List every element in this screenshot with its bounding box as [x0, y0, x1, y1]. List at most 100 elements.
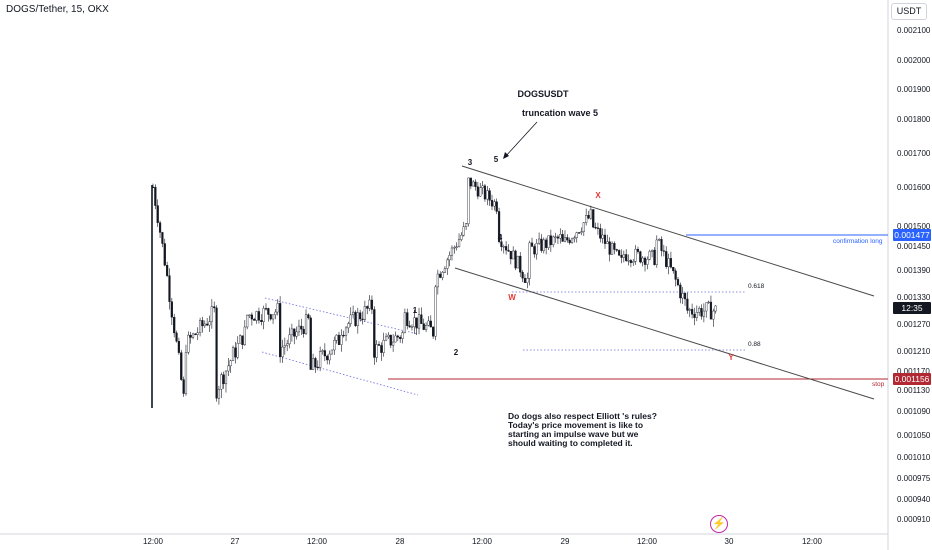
lightning-icon[interactable]: ⚡: [710, 515, 728, 533]
candle-body: [201, 320, 204, 327]
current-price-tag: 12:35: [893, 302, 931, 314]
candle-body: [674, 270, 677, 280]
candle-body: [359, 312, 362, 320]
dotted-channel-upper[interactable]: [264, 297, 419, 335]
candle-body: [695, 312, 698, 318]
stop-label: stop: [872, 381, 885, 388]
candle-body: [194, 333, 197, 335]
candle-body: [608, 241, 611, 255]
price-tick-label: 0.001900: [897, 85, 931, 94]
currency-button[interactable]: USDT: [891, 3, 927, 20]
candle-body: [526, 278, 529, 283]
time-tick-label: 12:00: [472, 537, 493, 546]
chart-title: DOGSUSDT: [517, 89, 569, 99]
candle-body: [439, 273, 442, 278]
candle-body: [578, 232, 581, 234]
plot-area[interactable]: [0, 0, 888, 534]
candle-body: [286, 343, 289, 346]
candle-body: [304, 314, 308, 334]
candle-body: [665, 251, 668, 267]
candle-body: [344, 327, 348, 336]
candle-body: [326, 355, 329, 361]
candle-body: [434, 286, 437, 337]
candle-body: [297, 325, 301, 333]
channel-upper-line[interactable]: [461, 165, 875, 297]
candle-body: [629, 260, 632, 263]
candle-body: [408, 325, 411, 328]
time-axis[interactable]: 12:00 27 12:00 28 12:00 29 12:00 30 12:00: [143, 537, 823, 546]
candle-body: [206, 323, 209, 326]
candle-body: [568, 239, 571, 243]
time-tick-label: 27: [231, 537, 240, 546]
candle-body: [154, 186, 157, 206]
annotation-text: Do dogs also respect Elliott 's rules?To…: [508, 411, 657, 448]
time-tick-label: 12:00: [307, 537, 328, 546]
candle-body: [323, 350, 326, 357]
candle-body: [436, 273, 439, 288]
candle-body: [486, 190, 489, 200]
candle-body: [500, 241, 503, 247]
candle-body: [446, 259, 449, 269]
candle-body: [613, 243, 616, 250]
symbol-title[interactable]: DOGS/Tether, 15, OKX: [6, 4, 109, 15]
candle-body: [333, 340, 336, 351]
candle-body: [267, 308, 270, 315]
candle-body: [601, 234, 604, 239]
candle-body: [566, 237, 569, 241]
candle-body: [349, 314, 352, 324]
candle-body: [582, 222, 585, 232]
candle-body: [450, 247, 454, 256]
candle-body: [474, 181, 477, 187]
candle-body: [495, 201, 498, 212]
candle-body: [556, 236, 560, 239]
candle-body: [488, 190, 491, 201]
price-tick-label: 0.001500: [897, 222, 931, 231]
annotation-line: Today's price movement is like to: [508, 420, 643, 430]
candle-body: [173, 317, 176, 334]
candle-body: [465, 223, 468, 227]
arrow-line: [504, 121, 538, 158]
candle-body: [596, 227, 600, 229]
candle-body: [168, 275, 171, 302]
annotation-line: Do dogs also respect Elliott 's rules?: [508, 411, 657, 421]
candle-body: [380, 345, 383, 353]
candle-body: [519, 255, 522, 273]
candle-body: [479, 187, 482, 197]
time-tick-label: 30: [725, 537, 734, 546]
candle-body: [653, 249, 656, 265]
candle-body: [347, 323, 350, 329]
candle-body: [702, 310, 705, 317]
candle-body: [361, 318, 364, 320]
wave-label-w: W: [508, 293, 516, 302]
candle-body: [472, 181, 475, 187]
candle-body: [170, 301, 173, 318]
candle-body: [392, 341, 395, 346]
candle-body: [255, 311, 258, 321]
price-axis[interactable]: 0.002100 0.002000 0.001900 0.001800 0.001700…: [897, 26, 931, 524]
candle-body: [709, 301, 713, 320]
candle-body: [610, 243, 614, 255]
candle-body: [432, 326, 435, 337]
candles: [151, 177, 717, 408]
candle-body: [573, 237, 576, 240]
price-tick-label: 0.001450: [897, 242, 931, 251]
channel-lower-line[interactable]: [454, 267, 875, 400]
price-tick-label: 0.001600: [897, 183, 931, 192]
candle-body: [330, 349, 334, 355]
candle-body: [234, 347, 237, 358]
candle-body: [370, 299, 374, 310]
candle-body: [239, 335, 242, 344]
stop-price-tag: 0.001156: [893, 373, 931, 385]
candle-body: [368, 299, 371, 309]
time-tick-label: 12:00: [802, 537, 823, 546]
price-tick-label: 0.001390: [897, 266, 931, 275]
candle-body: [300, 325, 303, 330]
candle-body: [643, 257, 647, 265]
candle-body: [184, 352, 188, 394]
candle-body: [580, 231, 583, 233]
candle-body: [387, 334, 390, 338]
dotted-channel-lower[interactable]: [261, 351, 419, 396]
candle-body: [156, 205, 159, 223]
annotation-line: should waiting to completed it.: [508, 438, 633, 448]
